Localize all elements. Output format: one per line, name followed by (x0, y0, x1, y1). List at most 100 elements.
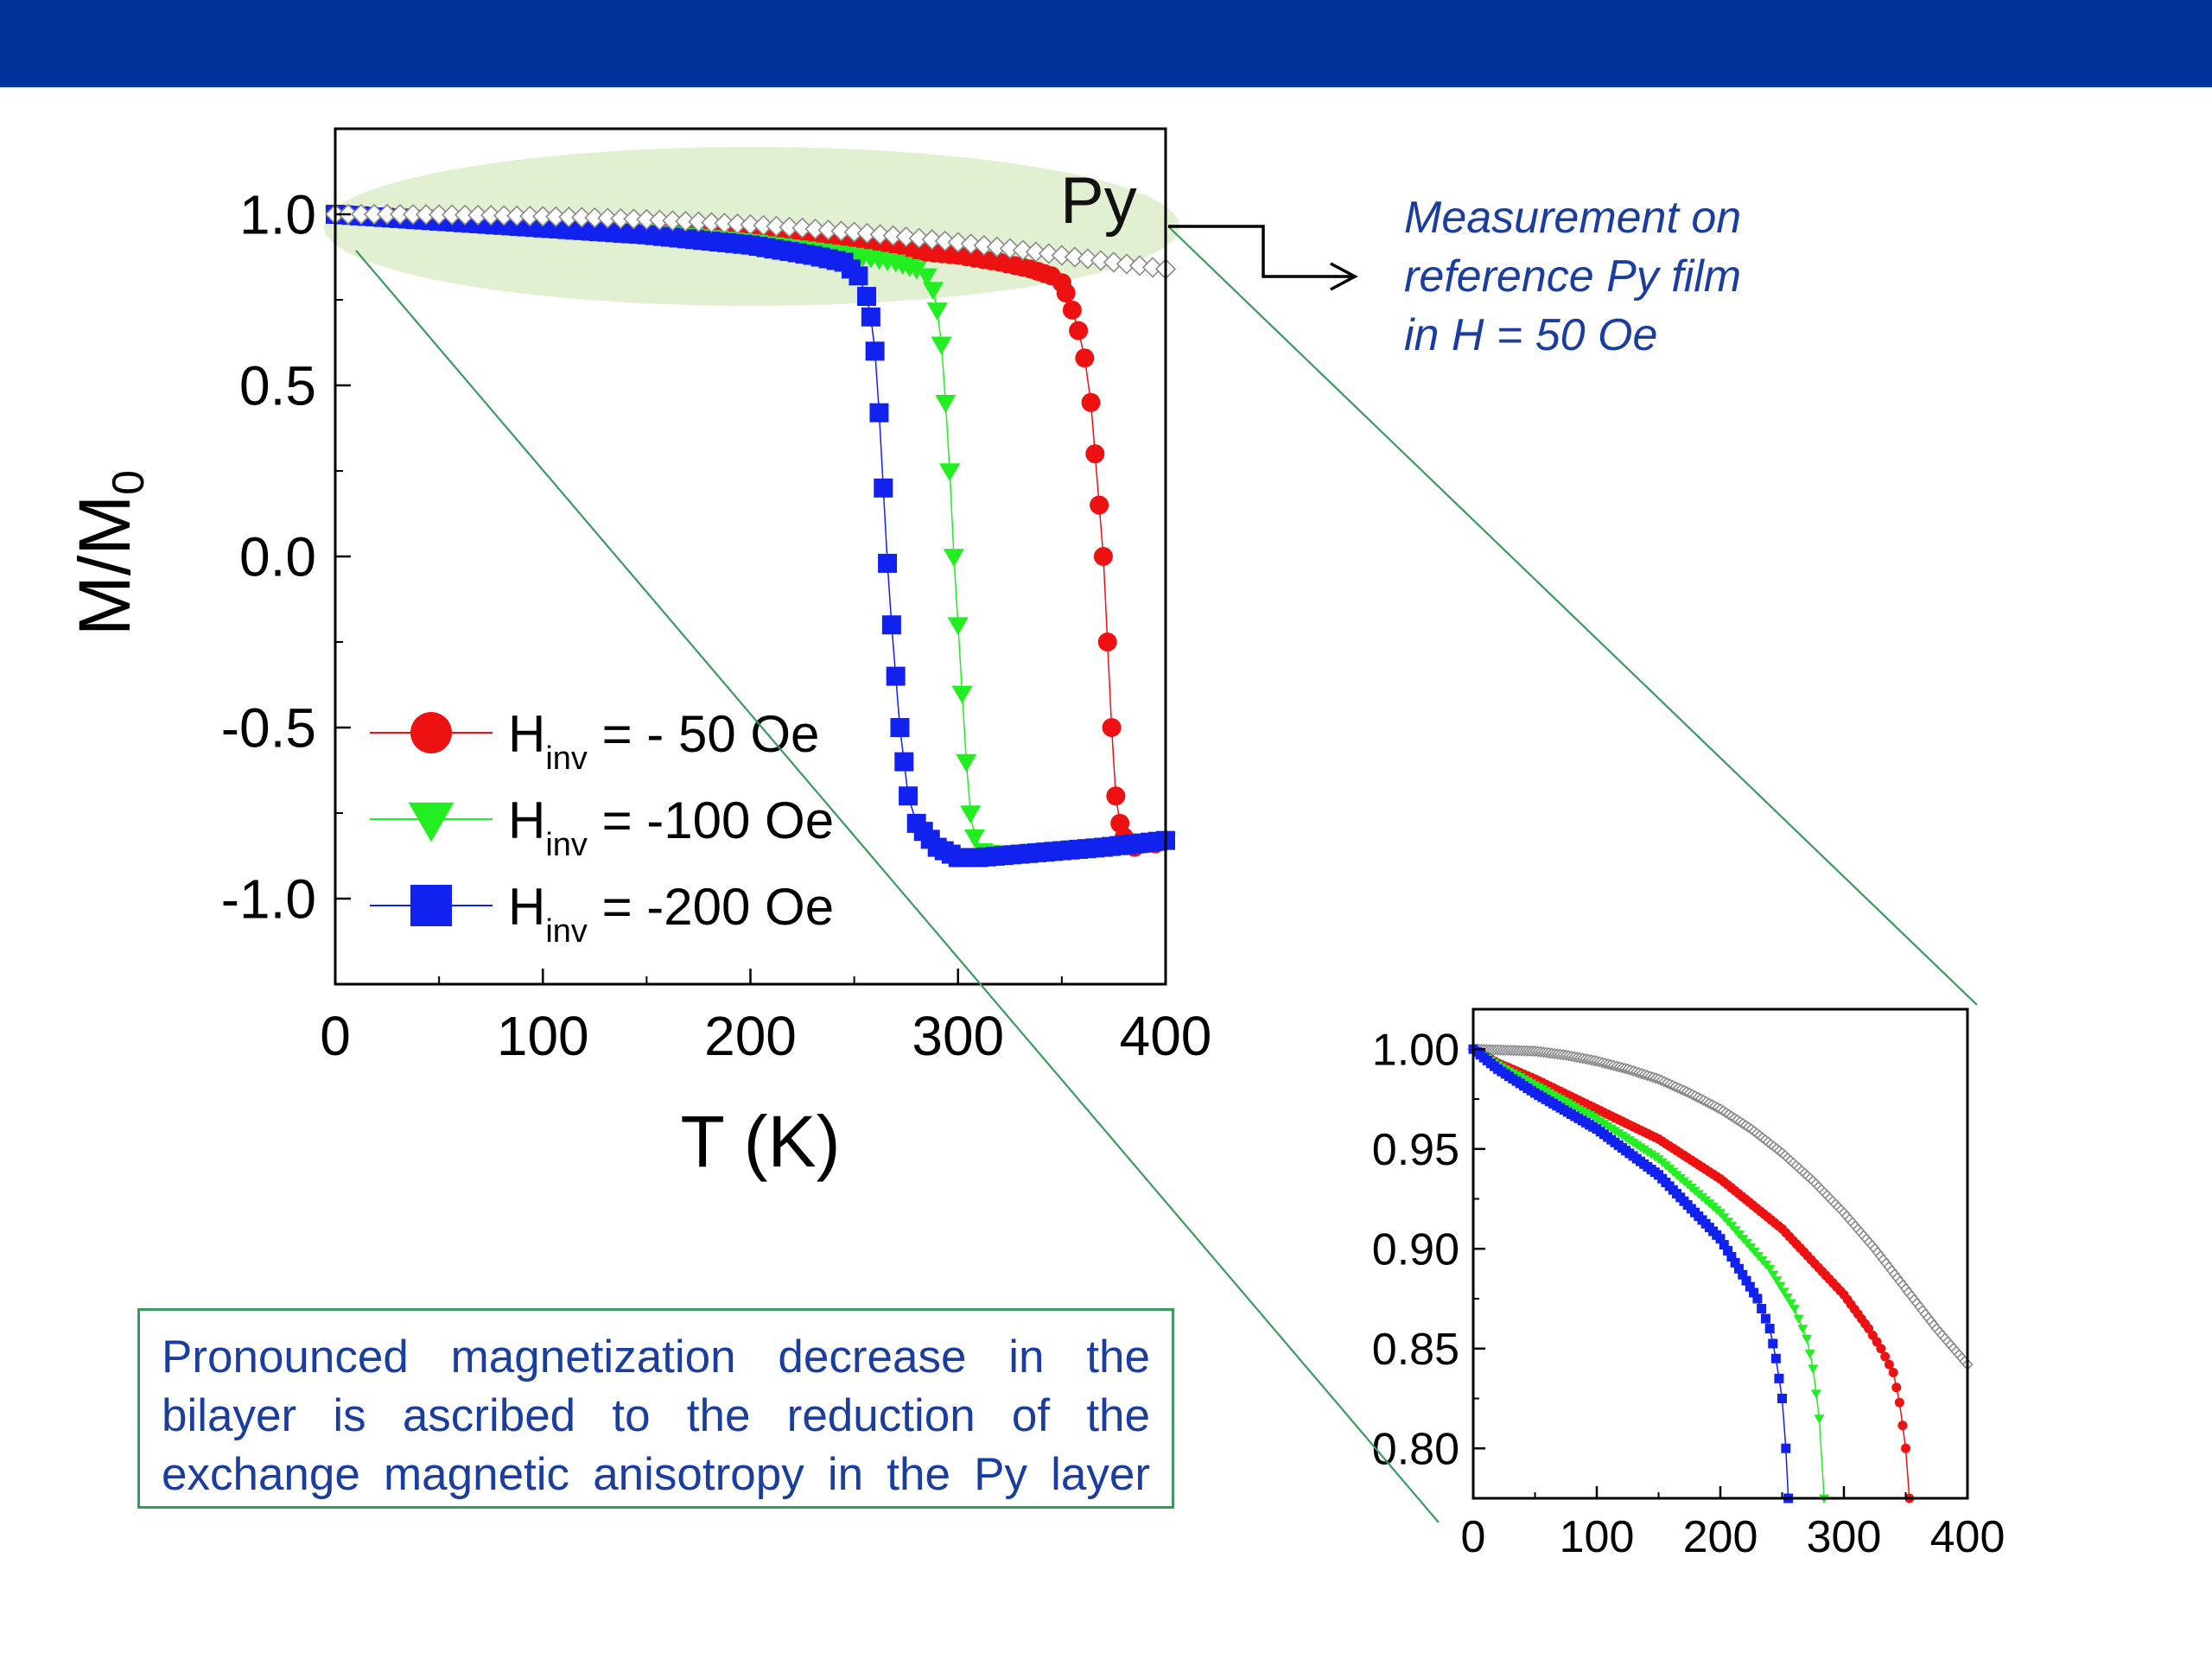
data-point (1726, 1251, 1737, 1262)
data-point (943, 549, 965, 568)
data-point (1085, 444, 1105, 464)
data-point (753, 214, 774, 237)
x-axis-title: T (K) (680, 1101, 840, 1182)
callout-arrow-line (1168, 225, 1352, 278)
header-bar (0, 0, 2212, 87)
x-tick-label: 300 (1807, 1512, 1882, 1562)
reference-note-line: reference Py film (1404, 251, 1742, 302)
data-point (1777, 1393, 1787, 1403)
data-point (1884, 1359, 1894, 1370)
zoom-connector-left (355, 250, 1440, 1523)
plot-area (324, 203, 1177, 868)
data-point (1056, 283, 1076, 303)
data-point (1764, 1264, 1776, 1274)
y-tick-label: -1.0 (221, 868, 316, 930)
data-point (1770, 1353, 1781, 1363)
data-point (410, 885, 452, 926)
x-tick-label: 300 (912, 1005, 1004, 1067)
data-point (1038, 243, 1059, 264)
plot-area (1467, 1043, 1974, 1504)
data-point (1764, 1324, 1775, 1334)
data-point (1894, 1397, 1904, 1408)
data-point (1781, 1443, 1791, 1453)
data-point (1808, 1364, 1819, 1374)
y-tick-label: 0.85 (1372, 1325, 1459, 1375)
data-point (973, 234, 995, 257)
data-point (1768, 1338, 1778, 1349)
data-point (843, 221, 865, 243)
data-point (817, 219, 839, 241)
data-point (865, 341, 885, 361)
legend-label: Hinv = -200 Oe (508, 878, 834, 950)
data-point (1802, 1334, 1813, 1344)
data-point (1768, 1270, 1779, 1280)
data-point (1097, 632, 1117, 652)
data-point (1876, 1344, 1886, 1354)
y-tick-label: -0.5 (221, 696, 316, 759)
data-point (861, 307, 880, 327)
callout-arrow-head (1330, 262, 1358, 291)
data-point (727, 213, 748, 235)
x-tick-label: 0 (320, 1005, 351, 1067)
data-point (1771, 1276, 1783, 1286)
data-point (1090, 250, 1112, 271)
data-point (1715, 1234, 1726, 1244)
data-point (939, 463, 961, 482)
x-tick-label: 200 (704, 1005, 797, 1067)
y-tick-label: 0.0 (239, 525, 316, 588)
data-point (1749, 1287, 1759, 1298)
data-point (1757, 1304, 1767, 1314)
data-point (1090, 495, 1109, 515)
data-point (1106, 786, 1126, 806)
data-point (881, 615, 901, 635)
y-tick-label: 0.5 (239, 354, 316, 416)
data-point (791, 217, 813, 238)
data-point (921, 229, 943, 251)
data-point (869, 224, 891, 245)
data-point (931, 336, 952, 355)
data-point (1062, 300, 1082, 320)
data-point (926, 302, 948, 321)
data-point (1733, 1263, 1744, 1274)
reference-note-line: in H = 50 Oe (1404, 310, 1658, 360)
series-line (1472, 1048, 1910, 1499)
data-point (935, 395, 957, 413)
x-tick-label: 400 (1120, 1005, 1212, 1067)
data-point (1093, 547, 1113, 566)
data-point (1745, 1281, 1755, 1292)
inset-chart: 0 100 200 300 400 1.00 0.95 0.90 0.85 0.80 (1372, 1007, 2005, 1562)
conclusion-line: Pronounced magnetization decrease in the (162, 1332, 1150, 1382)
y-axis-title: M/M0 (64, 470, 154, 636)
x-tick-label: 100 (1560, 1512, 1635, 1562)
data-point (1141, 257, 1164, 278)
data-point (960, 233, 982, 255)
callout-lines (355, 225, 1978, 1523)
data-point (890, 718, 910, 737)
data-point (1102, 718, 1122, 737)
main-chart: 0 100 200 300 400 1.0 0.5 0.0 -0.5 -1.0 T (K) M/M0 P… (64, 127, 1212, 1182)
data-point (963, 829, 986, 848)
data-point (1810, 1389, 1821, 1399)
data-point (688, 211, 709, 232)
data-point (947, 232, 969, 253)
data-point (856, 222, 878, 245)
data-point (1719, 1240, 1729, 1250)
data-point (830, 220, 852, 242)
data-point (410, 712, 452, 753)
y-tick-label: 0.80 (1372, 1424, 1459, 1474)
data-point (1741, 1275, 1751, 1286)
data-point (714, 213, 735, 234)
data-point (740, 213, 761, 236)
data-point (986, 236, 1007, 257)
x-tick-label: 100 (497, 1005, 589, 1067)
data-point (1752, 1294, 1763, 1304)
x-tick-label: 0 (1461, 1512, 1486, 1562)
data-point (934, 230, 956, 252)
data-point (951, 685, 973, 704)
data-point (1880, 1351, 1891, 1362)
conclusion-line: bilayer is ascribed to the reduction of … (162, 1390, 1150, 1441)
zoom-connector-right (1167, 226, 1978, 1006)
y-tick-label: 0.90 (1372, 1224, 1459, 1274)
data-point (1804, 1350, 1815, 1359)
